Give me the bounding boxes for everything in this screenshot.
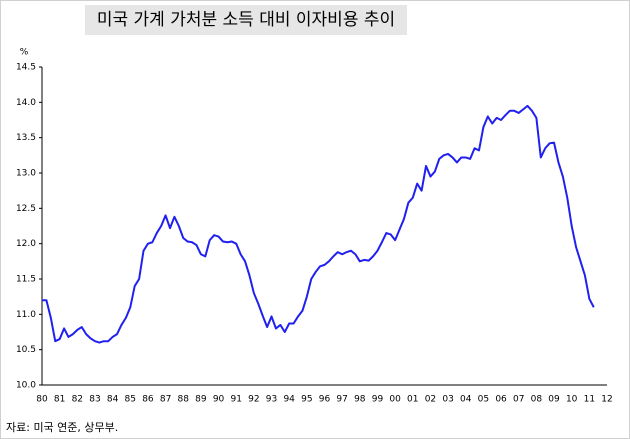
data-line bbox=[42, 104, 595, 344]
y-tick-label: 14.0 bbox=[16, 98, 36, 108]
y-tick-label: 10.0 bbox=[16, 381, 36, 391]
x-tick-label: 04 bbox=[460, 395, 472, 405]
x-tick-label: 80 bbox=[36, 395, 48, 405]
x-tick-label: 87 bbox=[160, 395, 171, 405]
title-box bbox=[85, 5, 407, 35]
y-tick-label: 13.5 bbox=[16, 133, 36, 143]
x-tick-label: 06 bbox=[495, 395, 507, 405]
y-axis-label: % bbox=[20, 48, 29, 58]
x-tick-label: 90 bbox=[213, 395, 225, 405]
x-tick-label: 81 bbox=[54, 395, 65, 405]
x-tick-label: 07 bbox=[513, 395, 524, 405]
y-tick-label: 12.5 bbox=[16, 204, 36, 214]
y-tick-label: 12.0 bbox=[16, 239, 36, 249]
x-tick-label: 89 bbox=[195, 395, 207, 405]
y-tick-label: 14.5 bbox=[16, 63, 36, 73]
x-tick-label: 93 bbox=[266, 395, 277, 405]
x-tick-label: 84 bbox=[107, 395, 119, 405]
x-tick-label: 01 bbox=[407, 395, 418, 405]
x-tick-label: 08 bbox=[531, 395, 543, 405]
x-tick-label: 09 bbox=[548, 395, 560, 405]
x-tick-label: 92 bbox=[248, 395, 259, 405]
y-tick-label: 10.5 bbox=[16, 345, 36, 355]
x-tick-label: 91 bbox=[230, 395, 241, 405]
x-tick-label: 05 bbox=[478, 395, 489, 405]
x-tick-label: 82 bbox=[72, 395, 83, 405]
x-tick-label: 12 bbox=[601, 395, 612, 405]
x-tick-label: 02 bbox=[425, 395, 436, 405]
x-tick-label: 96 bbox=[319, 395, 331, 405]
y-tick-label: 13.0 bbox=[16, 169, 36, 179]
x-tick-label: 83 bbox=[89, 395, 100, 405]
y-tick-label: 11.5 bbox=[16, 275, 36, 285]
x-tick-label: 85 bbox=[125, 395, 136, 405]
x-tick-label: 86 bbox=[142, 395, 154, 405]
x-tick-label: 94 bbox=[283, 395, 295, 405]
x-tick-label: 03 bbox=[442, 395, 453, 405]
chart-title: 미국 가계 가처분 소득 대비 이자비용 추이 bbox=[97, 10, 395, 30]
y-tick-label: 11.0 bbox=[16, 310, 36, 320]
x-tick-label: 98 bbox=[354, 395, 366, 405]
x-tick-label: 99 bbox=[372, 395, 384, 405]
x-tick-label: 97 bbox=[336, 395, 347, 405]
x-tick-label: 88 bbox=[178, 395, 190, 405]
x-tick-label: 00 bbox=[389, 395, 401, 405]
x-tick-label: 10 bbox=[566, 395, 578, 405]
x-tick-label: 11 bbox=[584, 395, 595, 405]
x-tick-label: 95 bbox=[301, 395, 312, 405]
source: 자료: 미국 연준, 상무부. bbox=[6, 421, 118, 434]
